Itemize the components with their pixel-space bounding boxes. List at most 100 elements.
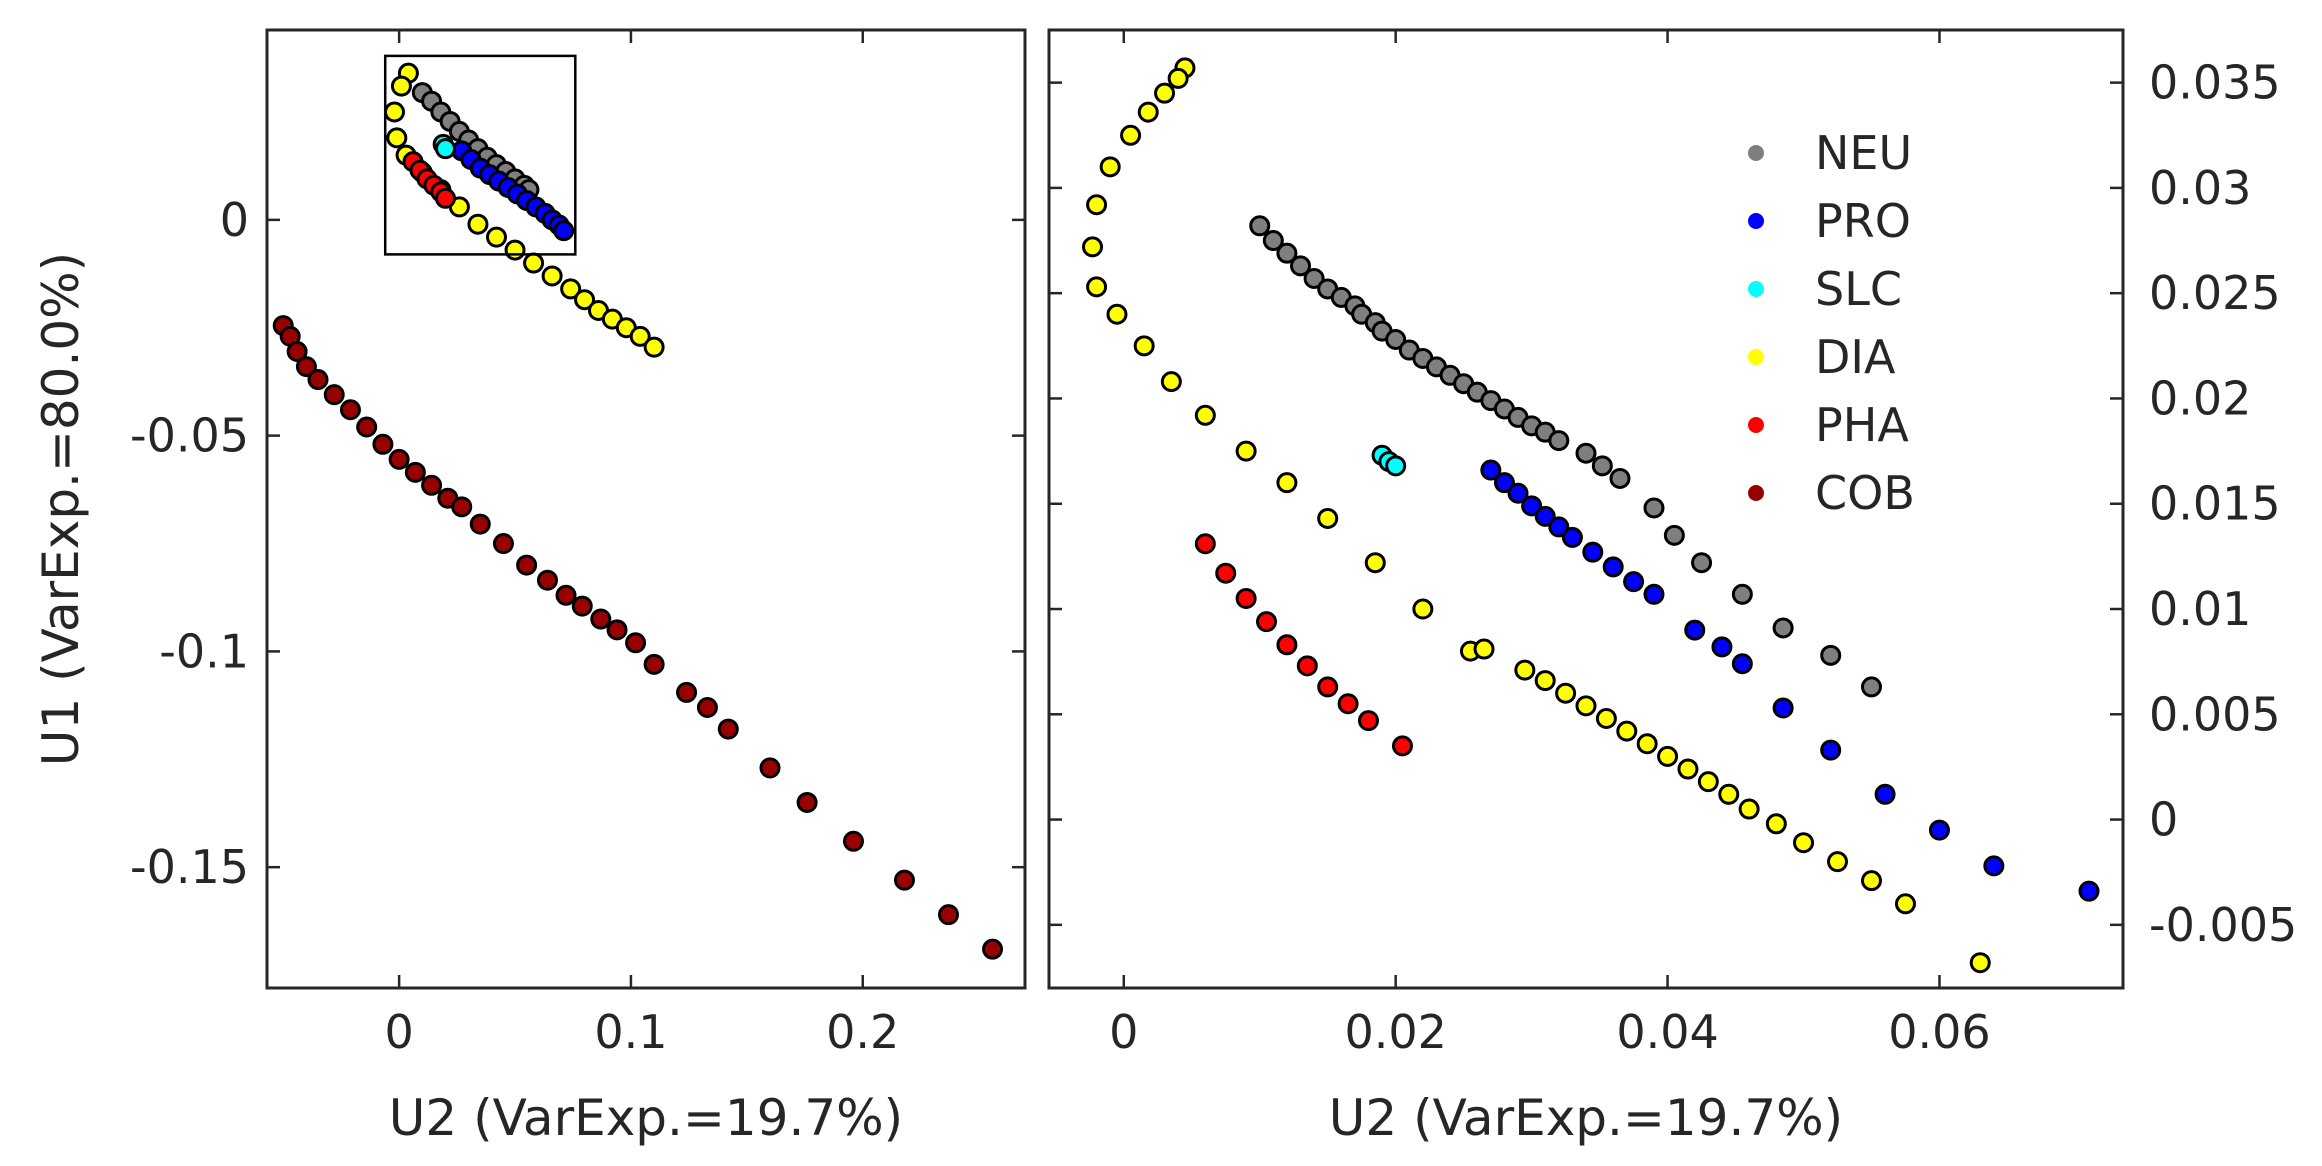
left-y-axis-label: U1 (VarExp.=80.0%) (32, 252, 90, 766)
x-tick-label: 0.06 (1888, 1005, 1990, 1059)
point-pha (1235, 587, 1257, 609)
point-cob (590, 608, 612, 630)
point-dia (1636, 733, 1658, 755)
point-slc (1385, 455, 1407, 477)
left-x-axis-label: U2 (VarExp.=19.7%) (389, 1089, 903, 1147)
point-dia (1099, 156, 1121, 178)
point-pha (1276, 634, 1298, 656)
point-cob (717, 718, 739, 740)
point-dia (1860, 870, 1882, 892)
point-dia (1086, 194, 1108, 216)
y-tick-label: 0.02 (2149, 371, 2251, 425)
right-x-axis-label: U2 (VarExp.=19.7%) (1329, 1089, 1843, 1147)
point-dia (504, 239, 526, 261)
point-dia (1154, 82, 1176, 104)
point-cob (796, 791, 818, 813)
point-pha (1357, 710, 1379, 732)
point-dia (643, 336, 665, 358)
y-tick-label: 0 (2149, 793, 2178, 847)
point-dia (1738, 798, 1760, 820)
legend-marker-pha (1748, 417, 1764, 433)
point-cob (307, 369, 329, 391)
point-dia (1133, 335, 1155, 357)
point-cob (842, 830, 864, 852)
point-dia (523, 252, 545, 274)
point-dia (1793, 832, 1815, 854)
x-tick-label: 0 (384, 1005, 413, 1059)
point-dia (1697, 771, 1719, 793)
point-pha (1256, 611, 1278, 633)
legend-marker-cob (1748, 485, 1764, 501)
point-neu (1663, 524, 1685, 546)
point-dia (1364, 552, 1386, 574)
point-dia (467, 213, 489, 235)
point-neu (1548, 430, 1570, 452)
point-dia (1894, 893, 1916, 915)
legend-label-cob: COB (1815, 466, 1915, 520)
legend-marker-pro (1748, 213, 1764, 229)
point-dia (574, 289, 596, 311)
point-neu (1249, 215, 1271, 237)
legend-marker-dia (1748, 349, 1764, 365)
point-dia (1160, 371, 1182, 393)
point-pro (1874, 783, 1896, 805)
point-pro (1731, 653, 1753, 675)
legend-label-slc: SLC (1815, 262, 1902, 316)
point-dia (1765, 813, 1787, 835)
y-tick-label: 0.015 (2149, 477, 2281, 531)
point-slc (434, 138, 456, 160)
zoom-box (383, 54, 577, 256)
point-dia (386, 127, 408, 149)
point-cob (388, 448, 410, 470)
point-pro (1602, 556, 1624, 578)
point-dia (1555, 682, 1577, 704)
left-points (272, 62, 1004, 960)
point-cob (516, 554, 538, 576)
x-tick-label: 0.2 (826, 1005, 899, 1059)
x-tick-label: 0.02 (1344, 1005, 1446, 1059)
y-tick-label: 0.025 (2149, 266, 2281, 320)
point-pro (1507, 482, 1529, 504)
point-neu (1691, 552, 1713, 574)
point-cob (759, 757, 781, 779)
point-dia (1827, 851, 1849, 873)
y-tick-label: -0.15 (130, 840, 249, 894)
point-cob (492, 533, 514, 555)
point-neu (1303, 267, 1325, 289)
point-cob (625, 632, 647, 654)
point-pro (1820, 739, 1842, 761)
point-cob (696, 697, 718, 719)
point-dia (629, 325, 651, 347)
legend-marker-slc (1748, 281, 1764, 297)
point-cob (571, 595, 593, 617)
y-tick-label: -0.1 (159, 624, 249, 678)
point-pro (1643, 583, 1665, 605)
point-cob (404, 461, 426, 483)
point-pro (553, 220, 575, 242)
point-pha (1296, 655, 1318, 677)
point-dia (1082, 236, 1104, 258)
right-ticks: 0 0.02 0.04 0.06 -0.005 0 0.005 0.01 0.015 0.02 0.… (1049, 30, 2297, 1059)
point-dia (1595, 707, 1617, 729)
point-dia (383, 101, 405, 123)
y-tick-label: 0.035 (2149, 56, 2281, 110)
point-pro (1521, 495, 1543, 517)
y-tick-label: 0.03 (2149, 161, 2251, 215)
point-pro (1493, 472, 1515, 494)
point-neu (1643, 497, 1665, 519)
point-pha (1337, 693, 1359, 715)
point-cob (323, 384, 345, 406)
point-pro (1582, 541, 1604, 563)
right-points (1082, 57, 2100, 974)
point-neu (1772, 617, 1794, 639)
point-pro (1480, 459, 1502, 481)
legend-label-pro: PRO (1815, 194, 1911, 248)
point-dia (1137, 101, 1159, 123)
right-panel: 0 0.02 0.04 0.06 -0.005 0 0.005 0.01 0.015 0.02 0.… (1047, 28, 2297, 1147)
point-cob (982, 938, 1004, 960)
legend-label-pha: PHA (1815, 398, 1909, 452)
point-dia (560, 278, 582, 300)
left-axes-box (265, 28, 1027, 990)
point-pro (1561, 526, 1583, 548)
point-cob (421, 474, 443, 496)
